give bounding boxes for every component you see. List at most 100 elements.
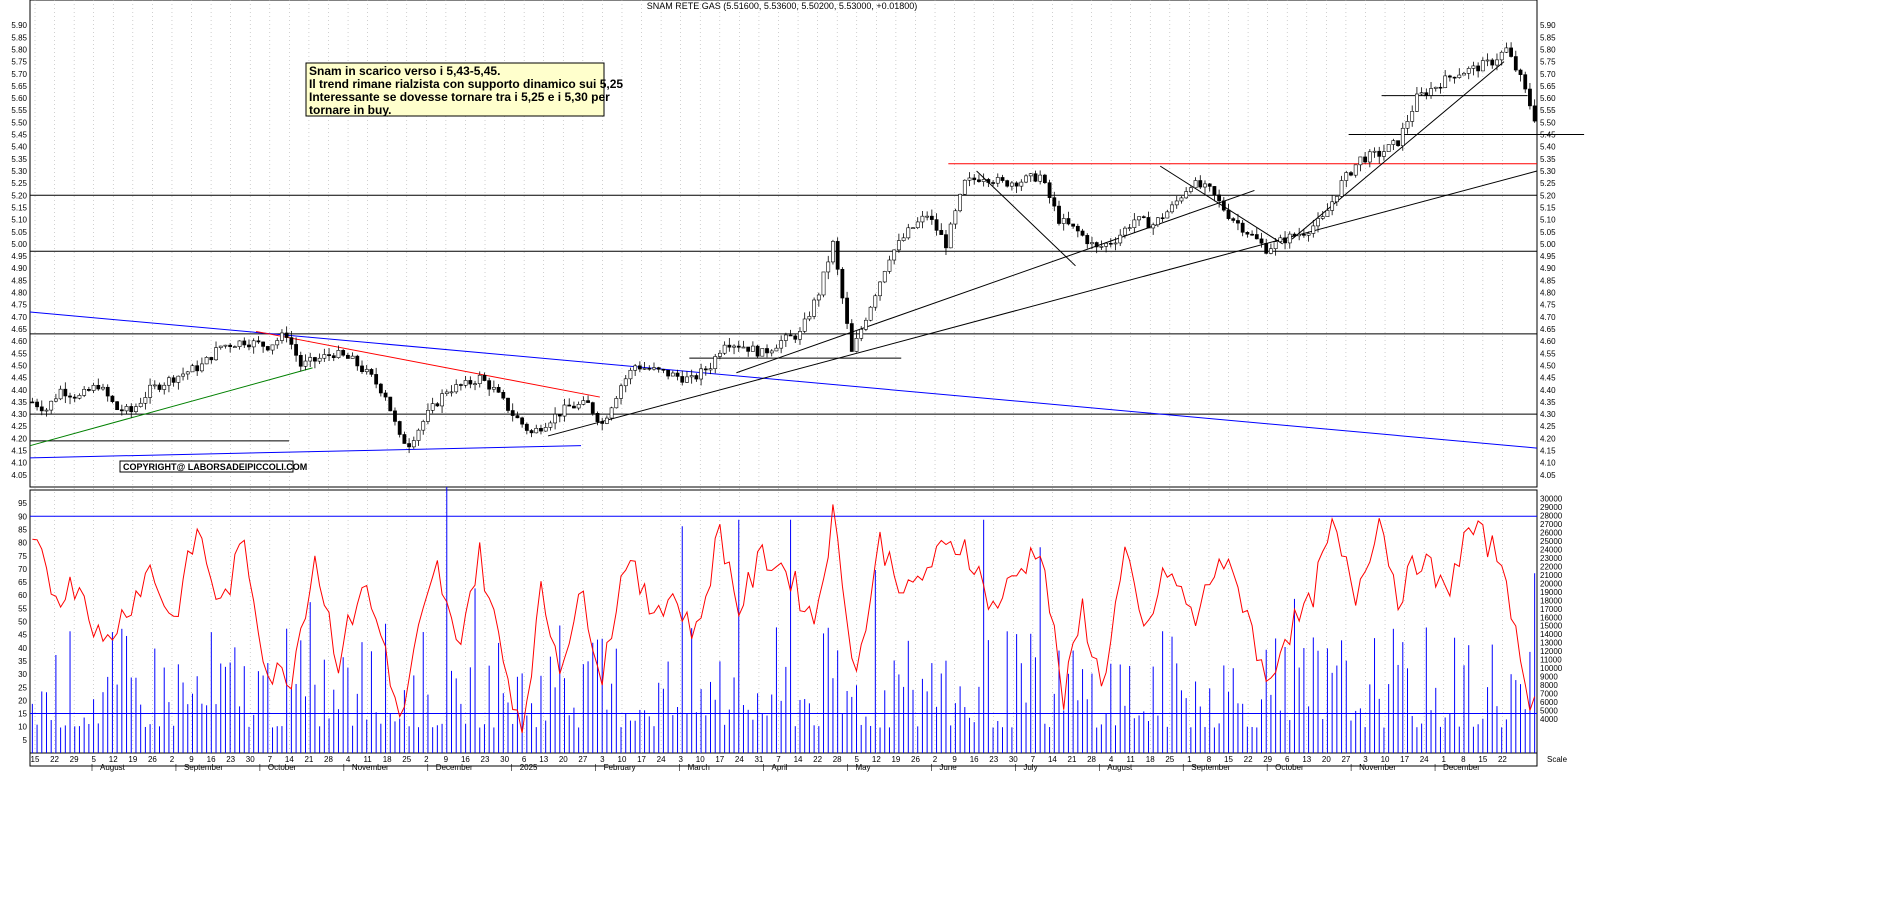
candle-down	[30, 401, 35, 404]
date-tick-label: 27	[578, 755, 587, 764]
candle-up	[1358, 156, 1363, 166]
candle-up	[1391, 140, 1396, 145]
copyright-text: COPYRIGHT@ LABORSADEIPICCOLI.COM	[123, 462, 307, 472]
month-label: March	[688, 763, 710, 772]
price-tick-label-right: 5.00	[1540, 240, 1556, 249]
candle-up	[449, 391, 454, 394]
price-tick-label-left: 4.95	[11, 252, 27, 261]
price-tick-label-right: 5.80	[1540, 45, 1556, 54]
date-tick-label: 8	[1461, 755, 1466, 764]
candle-up	[1429, 88, 1433, 96]
candle-down	[327, 354, 331, 356]
candle-up	[896, 240, 901, 251]
price-tick-label-right: 4.90	[1540, 264, 1556, 273]
candle-up	[670, 372, 675, 377]
candle-up	[1415, 93, 1419, 112]
candle-up	[1353, 164, 1358, 176]
month-label: October	[1275, 763, 1304, 772]
candle-up	[576, 404, 581, 409]
candle-down	[1207, 183, 1212, 187]
candle-down	[265, 346, 270, 351]
candle-up	[689, 375, 694, 378]
grid	[29, 0, 1538, 767]
candle-down	[294, 344, 298, 356]
candle-up	[1410, 111, 1415, 122]
candle-up	[317, 357, 322, 362]
month-label: April	[772, 763, 788, 772]
date-tick-label: 12	[872, 755, 881, 764]
candle-down	[694, 375, 699, 380]
oscillator-tick-label: 35	[18, 657, 27, 666]
oscillator-tick-label: 5	[23, 736, 28, 745]
candle-down	[788, 334, 793, 337]
candle-up	[1113, 242, 1118, 245]
price-tick-label-left: 5.25	[11, 179, 27, 188]
candle-down	[345, 354, 350, 359]
candle-up	[1132, 219, 1137, 228]
candle-down	[835, 241, 840, 270]
candle-down	[129, 406, 134, 412]
oscillator-tick-label: 10	[18, 723, 27, 732]
oscillator-tick-label: 30	[18, 670, 27, 679]
candle-down	[1250, 233, 1254, 236]
candle-down	[647, 367, 652, 370]
annotation-line-1: Snam in scarico verso i 5,43-5,45.	[309, 64, 500, 78]
price-tick-label-right: 5.60	[1540, 94, 1556, 103]
candle-down	[209, 357, 214, 361]
date-tick-label: 2	[170, 755, 175, 764]
candle-down	[929, 215, 934, 220]
candle-down	[289, 337, 294, 345]
date-tick-label: 2	[933, 755, 938, 764]
price-tick-label-right: 4.55	[1540, 349, 1556, 358]
candle-up	[280, 332, 284, 341]
candle-up	[152, 384, 157, 387]
candle-up	[54, 398, 58, 402]
candle-up	[1028, 173, 1033, 177]
channel-lower-line	[29, 445, 582, 459]
candle-up	[336, 350, 341, 358]
candle-up	[967, 177, 972, 181]
candle-up	[1306, 233, 1311, 236]
candle-down	[977, 179, 981, 182]
candle-up	[440, 393, 444, 407]
candle-down	[468, 380, 473, 385]
candle-up	[1104, 242, 1108, 247]
candle-up	[1090, 242, 1094, 245]
annotation-line-4: tornare in buy.	[309, 103, 391, 117]
date-axis-frame	[29, 752, 1538, 767]
price-tick-label-left: 5.10	[11, 216, 27, 225]
candle-up	[816, 294, 821, 301]
candle-down	[355, 355, 360, 367]
date-tick-label: 23	[481, 755, 490, 764]
candle-down	[228, 344, 233, 347]
candle-up	[892, 249, 897, 261]
candle-up	[1325, 210, 1330, 217]
price-tick-label-left: 4.20	[11, 434, 27, 443]
candle-down	[1301, 234, 1306, 236]
candle-down	[793, 335, 798, 340]
date-tick-label: 30	[500, 755, 509, 764]
date-tick-label: 16	[970, 755, 979, 764]
candle-up	[308, 357, 313, 362]
price-tick-label-right: 4.05	[1540, 471, 1556, 480]
price-tick-label-left: 4.05	[11, 471, 27, 480]
volume-tick-label: 8000	[1540, 681, 1558, 690]
candle-up	[854, 338, 859, 352]
candle-up	[1123, 227, 1127, 236]
candle-up	[77, 395, 82, 399]
candle-up	[1316, 218, 1320, 227]
date-tick-label: 28	[324, 755, 333, 764]
candle-up	[562, 404, 567, 417]
candle-up	[543, 427, 548, 432]
candle-up	[859, 328, 864, 339]
price-tick-label-left: 5.00	[11, 240, 27, 249]
candle-down	[986, 179, 991, 183]
date-tick-label: 7	[776, 755, 781, 764]
date-tick-label: 18	[383, 755, 392, 764]
candle-down	[407, 443, 412, 448]
candle-down	[1438, 86, 1443, 89]
candle-down	[1000, 177, 1005, 181]
date-tick-label: 15	[1478, 755, 1487, 764]
candle-down	[595, 413, 600, 422]
price-tick-label-right: 4.60	[1540, 337, 1556, 346]
